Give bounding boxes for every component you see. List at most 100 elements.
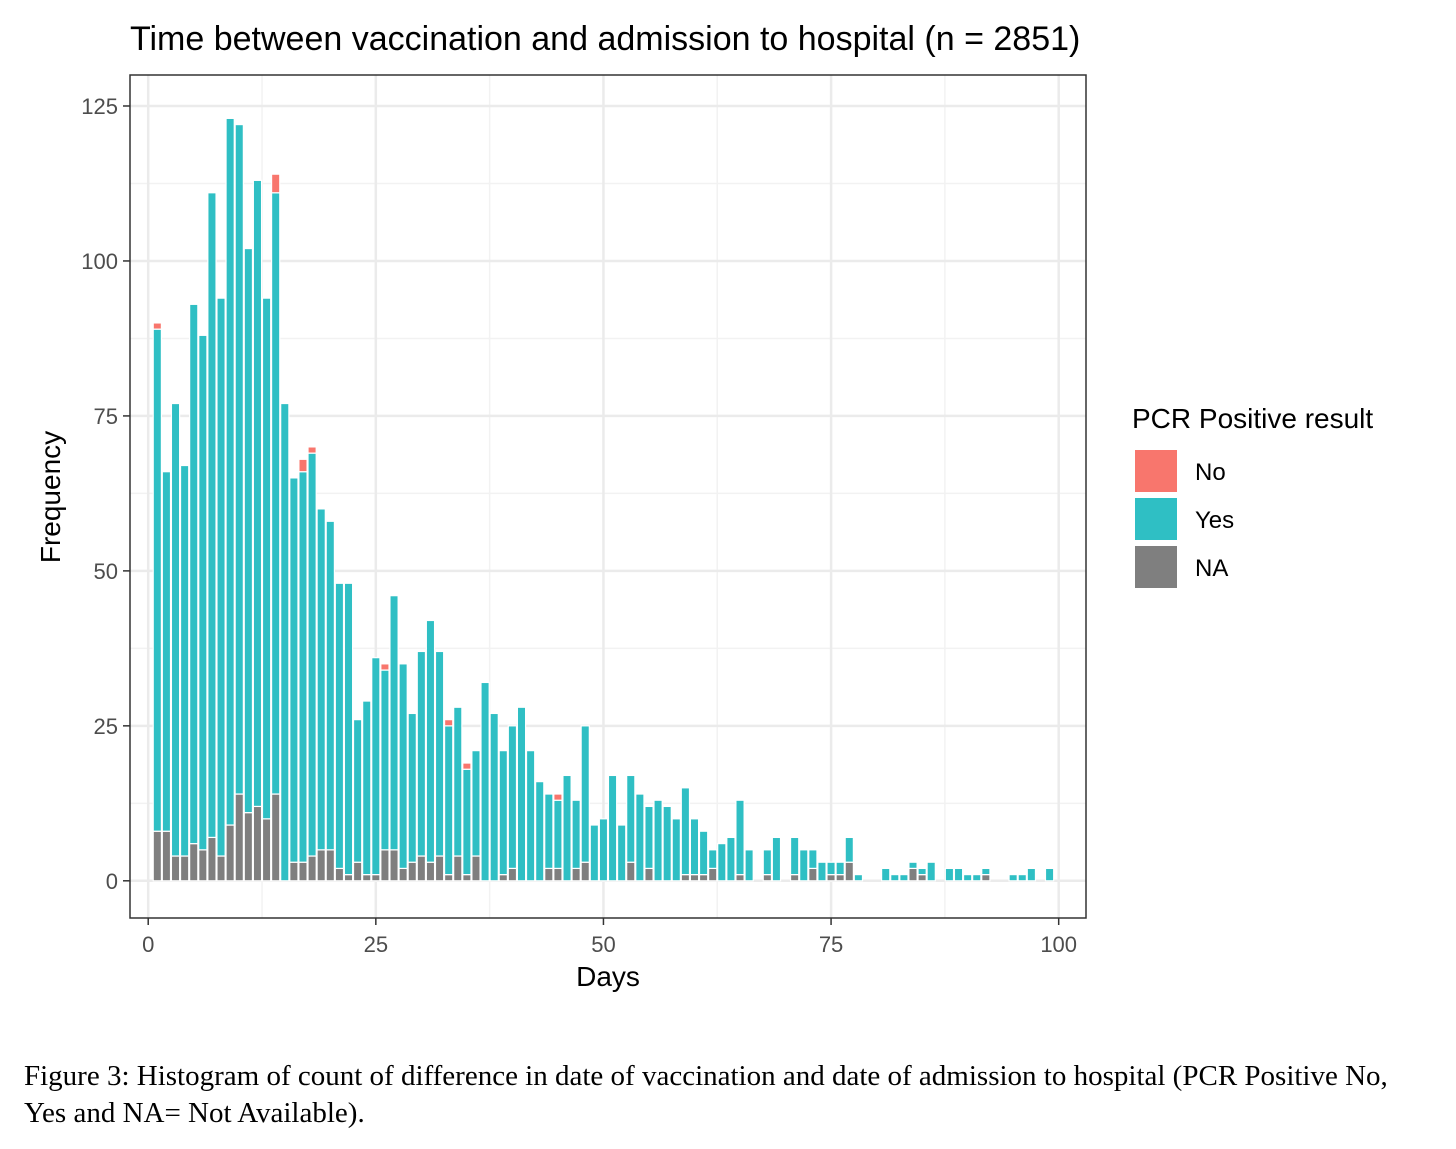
bar-segment-yes-day-60 [689, 818, 700, 876]
figure-caption: Figure 3: Histogram of count of differen… [24, 1060, 1388, 1129]
bar-segment-yes-day-50 [598, 818, 609, 882]
bar-segment-yes-day-88 [944, 867, 955, 882]
bar-segment-yes-day-31 [425, 619, 436, 863]
bar-segment-na-day-19 [316, 849, 326, 882]
bar-segment-yes-day-33 [443, 725, 454, 876]
bar-segment-na-day-25 [371, 874, 381, 882]
bar-segment-na-day-61 [698, 874, 709, 882]
axis-ticks: 0 25 50 75 100 0 25 50 75 100 125 [81, 94, 1077, 957]
bar-segment-yes-day-10 [234, 123, 244, 795]
bar-segment-no-day-1 [152, 322, 163, 330]
bar-segment-yes-day-62 [708, 849, 718, 870]
bar-segment-yes-day-55 [644, 805, 654, 870]
legend-label-yes: Yes [1195, 507, 1234, 534]
bar-segment-na-day-32 [434, 855, 445, 882]
bar-segment-na-day-35 [462, 874, 472, 882]
bar-segment-na-day-27 [389, 849, 399, 882]
bar-segment-yes-day-32 [434, 650, 445, 857]
bar-segment-yes-day-54 [635, 793, 645, 882]
bar-segment-yes-day-57 [662, 805, 672, 882]
bar-segment-no-day-45 [553, 793, 563, 801]
bar-segment-yes-day-42 [525, 750, 536, 882]
bar-segment-yes-day-22 [343, 582, 354, 876]
bar-segment-yes-day-53 [626, 774, 636, 863]
bar-segment-na-day-9 [225, 824, 235, 882]
bar-segment-na-day-10 [234, 793, 244, 882]
x-tick-label: 50 [591, 932, 615, 957]
legend-swatch-na [1135, 546, 1177, 588]
x-tick-label: 100 [1040, 932, 1077, 957]
bar-segment-na-day-73 [808, 867, 818, 882]
y-axis-label: Frequency [35, 431, 66, 563]
bar-segment-na-day-75 [826, 874, 836, 882]
bar-segment-yes-day-8 [216, 297, 226, 857]
bar-segment-yes-day-69 [771, 836, 782, 882]
bar-segment-no-day-26 [380, 663, 390, 671]
bar-segment-yes-day-96 [1017, 874, 1027, 882]
bar-segment-no-day-33 [443, 719, 454, 727]
x-axis-label: Days [576, 961, 640, 992]
bar-segment-yes-day-56 [653, 799, 663, 882]
bar-segment-yes-day-76 [835, 861, 845, 876]
bar-segment-yes-day-4 [179, 464, 190, 857]
bar-segment-na-day-2 [161, 830, 172, 882]
bar-segment-yes-day-29 [407, 712, 417, 863]
bar-segment-yes-day-27 [389, 595, 399, 851]
bar-segment-na-day-6 [198, 849, 208, 882]
bar-segment-yes-day-48 [580, 725, 590, 863]
bar-segment-na-day-55 [644, 867, 654, 882]
bar-segment-yes-day-49 [589, 824, 600, 882]
bar-segment-na-day-92 [981, 874, 991, 882]
bar-segment-na-day-59 [680, 874, 691, 882]
bar-segment-na-day-4 [179, 855, 190, 882]
bar-segment-na-day-77 [844, 861, 854, 882]
bar-segment-yes-day-30 [416, 650, 427, 857]
histogram-chart: Time between vaccination and admission t… [35, 20, 1373, 992]
bar-segment-yes-day-13 [261, 297, 272, 820]
bar-segment-na-day-1 [152, 830, 163, 882]
legend-label-no: No [1195, 459, 1226, 486]
bar-segment-yes-day-63 [717, 843, 727, 882]
bar-segment-yes-day-71 [789, 836, 800, 876]
bar-segment-no-day-17 [298, 458, 308, 473]
y-tick-label: 25 [94, 714, 118, 739]
bar-segment-yes-day-36 [471, 750, 481, 857]
bar-segment-yes-day-20 [325, 520, 336, 851]
bar-segment-yes-day-39 [498, 750, 508, 876]
bar-segment-na-day-29 [407, 861, 417, 882]
bars [152, 117, 1055, 882]
bar-segment-yes-day-99 [1044, 867, 1055, 882]
bar-segment-na-day-31 [425, 861, 436, 882]
bar-segment-yes-day-25 [371, 657, 381, 876]
bar-segment-na-day-8 [216, 855, 226, 882]
bar-segment-yes-day-5 [189, 303, 199, 845]
bar-segment-na-day-36 [471, 855, 481, 882]
bar-segment-yes-day-89 [953, 867, 964, 882]
bar-segment-na-day-21 [334, 867, 345, 882]
bar-segment-yes-day-35 [462, 768, 472, 876]
bar-segment-yes-day-52 [616, 824, 627, 882]
bar-segment-yes-day-74 [817, 861, 827, 882]
bar-segment-na-day-23 [352, 861, 363, 882]
bar-segment-yes-day-46 [562, 774, 572, 882]
bar-segment-na-day-47 [571, 867, 581, 882]
bar-segment-yes-day-9 [225, 117, 235, 826]
bar-segment-yes-day-65 [735, 799, 745, 876]
bar-segment-yes-day-21 [334, 582, 345, 870]
bar-segment-na-day-45 [553, 867, 563, 882]
bar-segment-yes-day-66 [744, 849, 754, 882]
bar-segment-na-day-18 [307, 855, 317, 882]
bar-segment-yes-day-14 [270, 192, 281, 795]
legend-label-na: NA [1195, 555, 1228, 582]
bar-segment-na-day-17 [298, 861, 308, 882]
legend-swatch-yes [1135, 498, 1177, 540]
bar-segment-yes-day-91 [972, 874, 982, 882]
bar-segment-yes-day-17 [298, 471, 308, 863]
bar-segment-na-day-60 [689, 874, 700, 882]
bar-segment-yes-day-92 [981, 867, 991, 876]
bar-segment-yes-day-6 [198, 334, 208, 851]
bar-segment-yes-day-86 [926, 861, 936, 882]
bar-segment-na-day-5 [189, 843, 199, 882]
plot-border [129, 74, 1087, 919]
bar-segment-yes-day-97 [1026, 867, 1037, 882]
